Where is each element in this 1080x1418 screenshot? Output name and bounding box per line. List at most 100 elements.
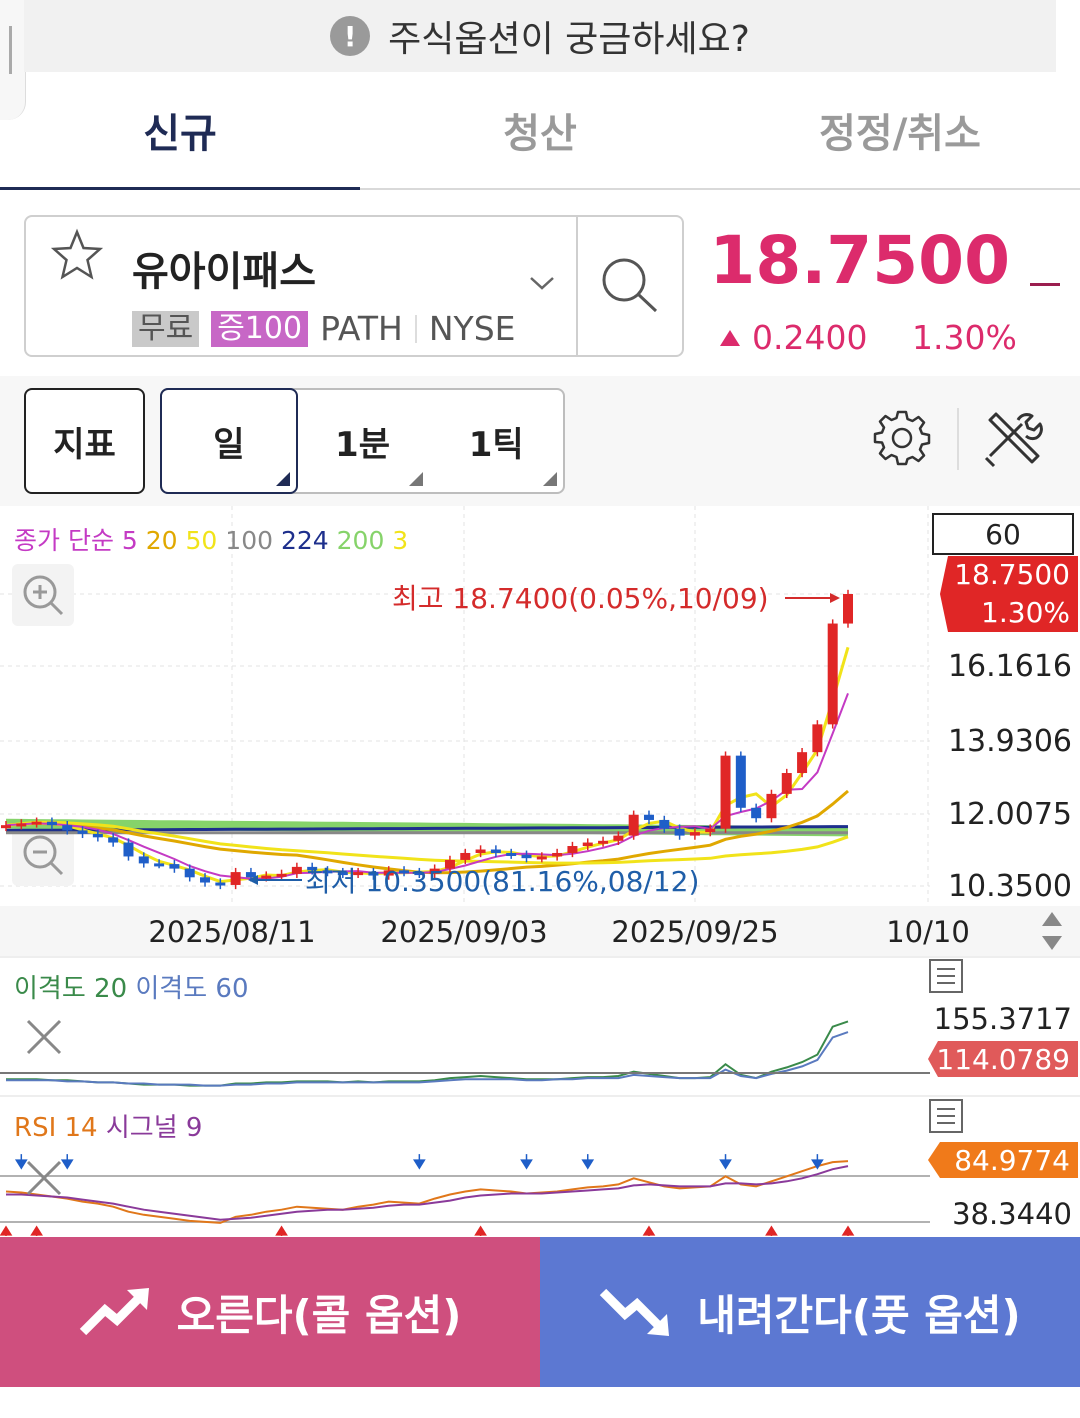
candle-body [766,793,777,819]
period-count-box[interactable] [932,513,1074,555]
candle-body [368,872,379,876]
sell-signal-arrow [14,1154,28,1170]
order-tabs: 신규 청산 정정/취소 [0,72,1080,190]
action-bar: 오른다(콜 옵션) 내려간다(풋 옵션) [0,1237,1080,1387]
options-promo-banner[interactable]: ! 주식옵션이 궁금하세요? [24,0,1056,72]
current-price: 18.7500 [709,222,1010,299]
price-marker [1030,283,1060,286]
indicator-button[interactable]: 지표 [24,388,145,494]
candle-body [720,755,731,829]
chart-area[interactable]: 종가 단순 5 20 50 100 224 200 3 최고 18.7400(0… [0,506,1080,1236]
high-annotation: 최고 18.7400(0.05%,10/09) [392,582,769,615]
sell-signal-arrow [60,1154,74,1170]
meta-divider [414,314,417,343]
y-label: 16.1616 [948,649,1072,684]
sell-signal-arrow [811,1154,824,1170]
tab-modify-cancel[interactable]: 정정/취소 [819,111,981,157]
close-panel-icon[interactable] [26,1160,62,1196]
close-panel-icon[interactable] [26,1019,62,1055]
candle-body [353,872,364,876]
stock-meta: 무료 증100 PATH NYSE [132,309,516,348]
stock-selector[interactable]: 유아이패스 무료 증100 PATH NYSE [24,215,684,357]
period-count: 60 [985,518,1021,551]
x-axis-bar[interactable] [0,906,1080,956]
corner-triangle-icon [543,472,558,486]
disparity-tag-value: 114.0789 [936,1043,1070,1076]
candle-body [521,854,532,859]
search-button[interactable] [576,217,682,355]
y-label: 10.3500 [948,869,1072,904]
menu-icon[interactable] [929,959,963,993]
ma224-line [5,825,848,832]
candle-body [582,842,593,847]
x-label: 2025/08/11 [148,915,315,949]
price-change-value: 0.2400 [752,318,868,357]
candle-body [261,875,272,879]
menu-icon[interactable] [929,1099,963,1133]
call-option-button[interactable]: 오른다(콜 옵션) [0,1237,540,1387]
candle-body [291,866,302,874]
candle-body [154,863,165,867]
candle-body [383,870,394,876]
rsi-legend: RSI 14 시그널 9 [14,1113,202,1143]
tab-new[interactable]: 신규 [0,72,360,190]
low-arrow-head [248,875,258,885]
ma50-line [5,820,849,865]
trend-down-icon [600,1288,670,1336]
candle-body [827,623,838,725]
tools-icon[interactable] [982,406,1046,470]
zoom-in-icon[interactable] [12,564,74,626]
period-1tick[interactable]: 1틱 [429,390,563,492]
chart-toolbar: 지표 일 1분 1틱 [0,376,1080,506]
x-label: 2025/09/25 [611,915,778,949]
rsi-y-label: 38.3440 [952,1197,1072,1231]
legend-item: 5 [114,526,138,555]
candle-body [598,840,609,844]
tab-close-position[interactable]: 청산 [503,111,577,157]
legend-item: 200 [329,526,385,555]
high-arrow-head [830,593,840,603]
trend-up-icon [79,1288,149,1336]
price-chart[interactable]: 종가 단순 5 20 50 100 224 200 3 최고 18.7400(0… [0,506,1080,1236]
candle-body [337,872,348,876]
period-daily[interactable]: 일 [160,388,298,494]
period-daily-label: 일 [213,424,245,465]
stock-name: 유아이패스 [132,249,316,295]
scroll-updown-icon[interactable] [1028,906,1078,956]
candle-body [322,870,333,874]
call-option-label: 오른다(콜 옵션) [176,1290,462,1340]
put-option-label: 내려간다(풋 옵션) [697,1290,1021,1340]
put-option-button[interactable]: 내려간다(풋 옵션) [540,1237,1080,1387]
legend-item: 100 [217,526,273,555]
rsi-lines [0,1154,855,1236]
candle-body [414,872,425,876]
disparity-series-line [6,1031,849,1087]
candle-body [230,872,241,885]
candle-body [735,755,746,808]
legend-item: 3 [384,526,408,555]
candle-body [643,814,654,820]
candle-body [92,833,103,838]
price-tag-value: 18.7500 [954,558,1070,591]
buy-signal-arrow [474,1225,487,1236]
exclamation-icon: ! [330,16,371,56]
star-icon[interactable] [48,227,106,285]
candle-body [689,832,700,836]
candle-body [46,821,57,826]
chevron-down-icon[interactable] [528,273,556,293]
period-selector: 일 1분 1틱 [160,388,565,494]
period-1min[interactable]: 1분 [296,390,430,492]
price-change: 0.2400 [720,318,867,357]
gear-icon[interactable] [870,406,934,470]
candle-body [123,842,134,857]
candle-body [567,846,578,853]
margin-badge: 증100 [211,310,309,347]
ticker: PATH [320,309,403,348]
price-tag [940,556,1078,632]
candle-body [460,852,471,860]
candle-body [307,866,318,871]
zoom-out-icon[interactable] [12,824,74,886]
buy-signal-arrow [0,1225,13,1236]
x-label: 2025/09/03 [380,915,547,949]
y-label: 13.9306 [948,724,1072,759]
